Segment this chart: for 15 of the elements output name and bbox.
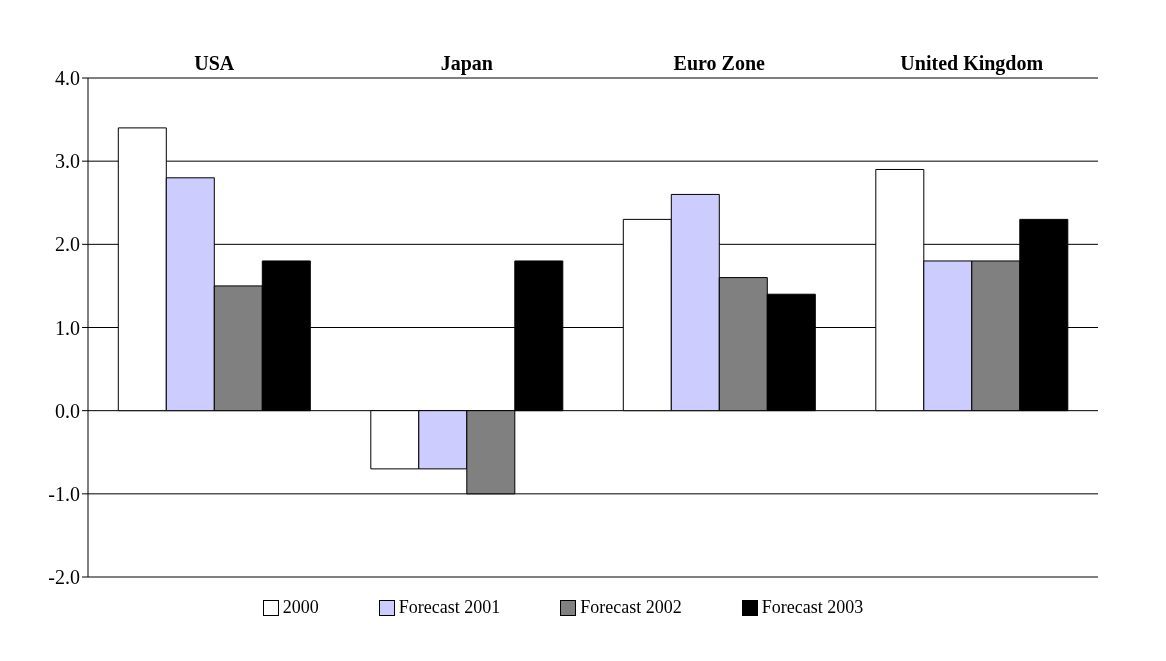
legend-label: Forecast 2002 — [580, 597, 682, 618]
y-tick-label: 3.0 — [55, 150, 80, 173]
x-tick-label: Japan — [440, 52, 493, 75]
y-tick-label: 2.0 — [55, 233, 80, 256]
y-tick-label: 4.0 — [55, 67, 80, 90]
y-tick-label: 0.0 — [55, 399, 80, 422]
y-tick-label: 1.0 — [55, 316, 80, 339]
legend-label: Forecast 2001 — [398, 597, 501, 618]
legend-label: Forecast 2003 — [761, 597, 864, 618]
y-tick-label: -2.0 — [48, 566, 80, 589]
legend-label: 2000 — [282, 597, 319, 618]
x-tick-label: United Kingdom — [900, 52, 1044, 75]
y-tick-label: -1.0 — [48, 482, 80, 505]
x-tick-label: Euro Zone — [673, 52, 766, 74]
x-tick-label: USA — [194, 52, 235, 74]
